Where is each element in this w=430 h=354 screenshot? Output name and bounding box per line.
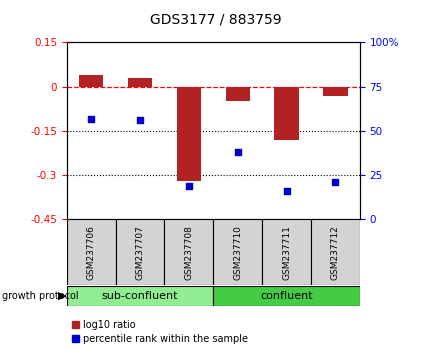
Text: sub-confluent: sub-confluent — [101, 291, 178, 301]
Bar — [274, 87, 298, 140]
Text: confluent: confluent — [260, 291, 312, 301]
Bar — [213, 286, 359, 306]
Text: GSM237712: GSM237712 — [330, 225, 339, 280]
Point — [136, 118, 143, 123]
Text: GDS3177 / 883759: GDS3177 / 883759 — [149, 12, 281, 27]
Text: GSM237711: GSM237711 — [282, 225, 290, 280]
Bar — [225, 87, 249, 102]
Text: growth protocol: growth protocol — [2, 291, 79, 301]
Point — [283, 188, 289, 194]
Text: GSM237707: GSM237707 — [135, 225, 144, 280]
Point — [185, 183, 192, 189]
Point — [331, 179, 338, 185]
Bar — [322, 87, 347, 96]
Bar — [213, 219, 261, 285]
Bar — [261, 219, 310, 285]
Bar — [164, 219, 213, 285]
Bar — [115, 219, 164, 285]
Legend: log10 ratio, percentile rank within the sample: log10 ratio, percentile rank within the … — [71, 320, 248, 344]
Text: ▶: ▶ — [58, 291, 67, 301]
Bar — [79, 75, 103, 87]
Text: GSM237706: GSM237706 — [86, 225, 95, 280]
Bar — [128, 78, 152, 87]
Point — [88, 116, 95, 121]
Bar — [67, 219, 115, 285]
Point — [234, 149, 241, 155]
Bar — [67, 286, 213, 306]
Text: GSM237708: GSM237708 — [184, 225, 193, 280]
Bar — [310, 219, 359, 285]
Text: GSM237710: GSM237710 — [233, 225, 242, 280]
Bar — [176, 87, 201, 181]
